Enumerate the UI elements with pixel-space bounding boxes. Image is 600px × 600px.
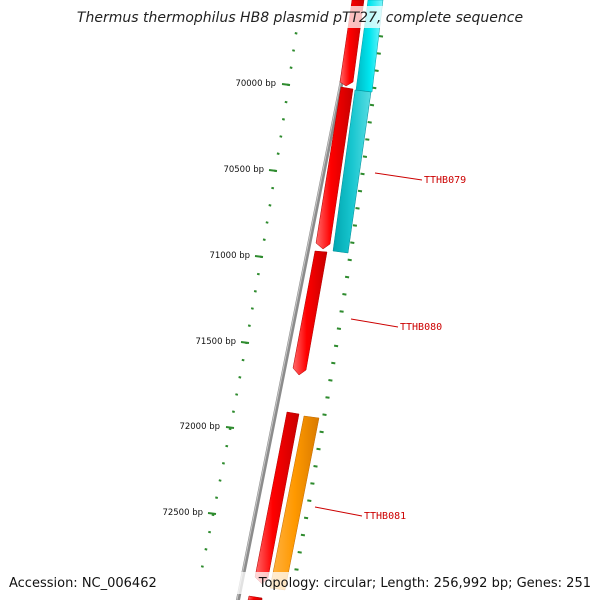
ruler-minor-tick-25 [221,462,225,465]
ruler-minor-tick-29 [208,530,212,534]
inner-ruler-tick-8 [360,172,365,176]
ruler-minor-tick-19 [241,358,245,362]
ruler-tick-label-70000: 70000 bp [235,79,276,89]
ruler-minor-tick-5 [281,118,285,121]
ruler-minor-tick-4 [284,100,288,104]
gene-arrow-forward-3[interactable] [292,250,328,376]
inner-ruler-tick-30 [297,551,302,554]
inner-ruler-tick-28 [303,516,309,520]
gene-label-leader-tthb079 [374,172,423,181]
ruler-minor-tick-17 [247,324,251,327]
inner-ruler-tick-23 [319,430,324,434]
title-backdrop [80,6,520,28]
ruler-minor-tick-15 [253,290,257,293]
ruler-minor-tick-22 [231,410,235,413]
gene-labels: TTHB079 TTHB080 TTHB081 [314,172,466,522]
inner-ruler-tick-27 [307,499,312,502]
inner-ruler-tick-7 [362,155,368,158]
ruler-minor-tick-7 [276,152,280,155]
inner-ruler-tick-31 [294,568,299,571]
ruler-tick-70000 [281,83,291,86]
inner-ruler-tick-29 [300,533,306,537]
inner-ruler-tick-19 [331,361,336,365]
ruler-tick-70500 [268,169,278,172]
inner-ruler-tick-4 [369,103,375,107]
ruler-minor-tick-16 [250,307,254,310]
ruler-tick-72500 [207,512,217,515]
inner-ruler-tick-22 [322,413,327,416]
ruler-minor-tick-0 [294,32,298,35]
inner-ruler-tick-11 [352,224,358,227]
topology-summary-text: Topology: circular; Length: 256,992 bp; … [258,576,591,591]
footer-backdrop [4,572,596,594]
inner-ruler-tick-5 [367,121,372,124]
ruler-minor-tick-14 [256,272,260,276]
inner-ruler-tick-16 [339,310,344,313]
ruler-minor-tick-31 [200,565,204,568]
gene-arrow-reverse-cyan-2[interactable] [332,89,372,254]
ruler-tick-71000 [254,255,264,258]
inner-ruler-tick-6 [365,138,370,141]
ruler-minor-tick-20 [238,376,242,379]
gene-label-tthb080[interactable]: TTHB080 [400,322,442,333]
gene-label-tthb081[interactable]: TTHB081 [364,511,406,522]
ruler-tick-label-72500: 72500 bp [162,508,203,518]
ruler-minor-tick-26 [218,479,222,482]
ruler-tick-label-71500: 71500 bp [195,337,236,347]
ruler-minor-tick-23 [228,427,232,431]
gene-arrow-forward-5[interactable] [247,595,263,600]
inner-ruler-tick-26 [310,482,315,485]
inner-ruler-tick-24 [316,447,321,451]
ruler-minor-tick-10 [268,204,272,207]
inner-ruler-tick-14 [344,275,350,279]
ruler-minor-tick-27 [215,496,219,499]
inner-ruler-tick-17 [336,327,342,330]
ruler-minor-tick-21 [235,393,239,396]
ruler-tick-72000 [225,426,235,429]
inner-ruler-tick-20 [328,379,333,382]
ruler-minor-tick-6 [279,135,283,138]
inner-ruler-tick-13 [347,258,352,262]
ruler-major-ticks: 70000 bp 70500 bp 71000 bp 71500 bp 7200… [162,79,291,518]
ruler-minor-tick-11 [265,221,269,224]
inner-ruler-tick-21 [325,396,330,399]
inner-ruler-tick-12 [350,241,355,244]
gene-arrow-forward-2[interactable] [315,86,354,250]
ruler-tick-71500 [240,341,250,344]
ruler-minor-tick-9 [271,186,275,190]
inner-ruler-tick-0 [378,35,384,38]
ruler-tick-label-70500: 70500 bp [223,165,264,175]
ruler-tick-label-71000: 71000 bp [209,251,250,261]
gene-label-tthb079[interactable]: TTHB079 [424,175,466,186]
inner-ruler-tick-2 [374,69,379,72]
ruler-minor-tick-12 [262,238,266,241]
reverse-genes [269,0,384,591]
inner-ruler-tick-9 [357,189,363,193]
map-title: Thermus thermophilus HB8 plasmid pTT27, … [77,10,523,26]
gene-label-leader-tthb081 [314,506,363,517]
ruler-minor-tick-24 [225,444,229,448]
ruler-minor-tick-1 [292,49,296,52]
ruler-minor-tick-2 [289,66,293,69]
inner-ruler-tick-10 [355,207,360,210]
forward-genes [247,0,365,600]
accession-text: Accession: NC_006462 [9,576,157,591]
inner-ruler-tick-3 [372,86,377,90]
inner-ruler-tick-15 [342,293,347,296]
inner-ruler-tick-1 [376,52,381,55]
gene-label-leader-tthb080 [350,318,399,328]
inner-ruler-tick-25 [313,465,318,468]
ruler-tick-label-72000: 72000 bp [179,422,220,432]
ruler-minor-tick-28 [211,513,215,517]
inner-ruler-ticks [294,35,384,571]
ruler-minor-tick-30 [204,548,208,551]
inner-ruler-tick-18 [333,344,339,348]
